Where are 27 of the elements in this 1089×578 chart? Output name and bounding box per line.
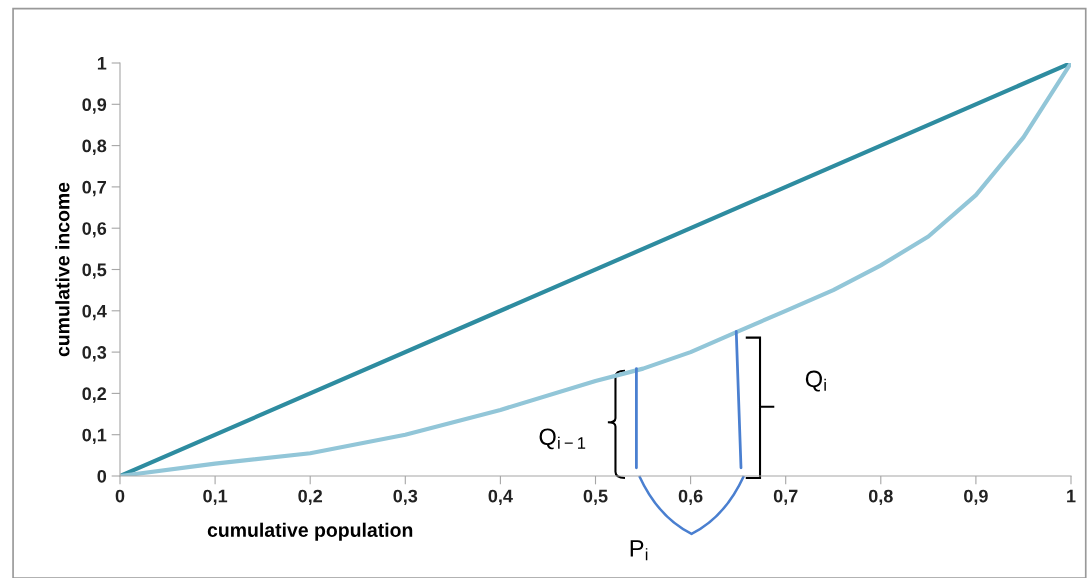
- text: P$_{i}$: [630, 540, 648, 561]
- y-tick-label: 0,2: [82, 387, 107, 403]
- x-tick-label: 0,4: [488, 489, 513, 506]
- y-tick-label: 0,8: [82, 139, 107, 155]
- y-tick-label: 0,1: [82, 428, 107, 445]
- y-tick-label: 0,5: [82, 263, 107, 279]
- annotation: Q$_{i−1}$: [539, 428, 586, 450]
- x-axis-title: cumulative population: [207, 522, 413, 541]
- x-tick-label: 0,8: [868, 489, 893, 506]
- y-tick-label: 0: [97, 469, 107, 483]
- y-axis-title: cumulative income: [55, 182, 70, 357]
- y-tick-label: 0,6: [82, 222, 107, 238]
- x-tick-label: 0,6: [678, 489, 703, 506]
- x-tick-label: 0,2: [298, 489, 323, 506]
- x-tick-label: 0: [115, 489, 125, 503]
- x-tick-label: 0,5: [583, 489, 608, 506]
- annotation: Q$_{i}$: [805, 370, 826, 392]
- x-tick-label: 1: [1067, 489, 1076, 503]
- y-tick-label: 1: [97, 57, 107, 70]
- y-tick-label: 0,7: [82, 180, 107, 197]
- y-tick-label: 0,9: [82, 98, 107, 114]
- x-tick-label: 0,1: [203, 489, 228, 506]
- x-tick-label: 0,3: [393, 489, 418, 506]
- x-tick-label: 0,7: [773, 489, 798, 506]
- y-tick-label: 0,3: [82, 346, 107, 362]
- x-tick-label: 0,9: [964, 489, 988, 506]
- y-tick-label: 0,4: [82, 304, 107, 321]
